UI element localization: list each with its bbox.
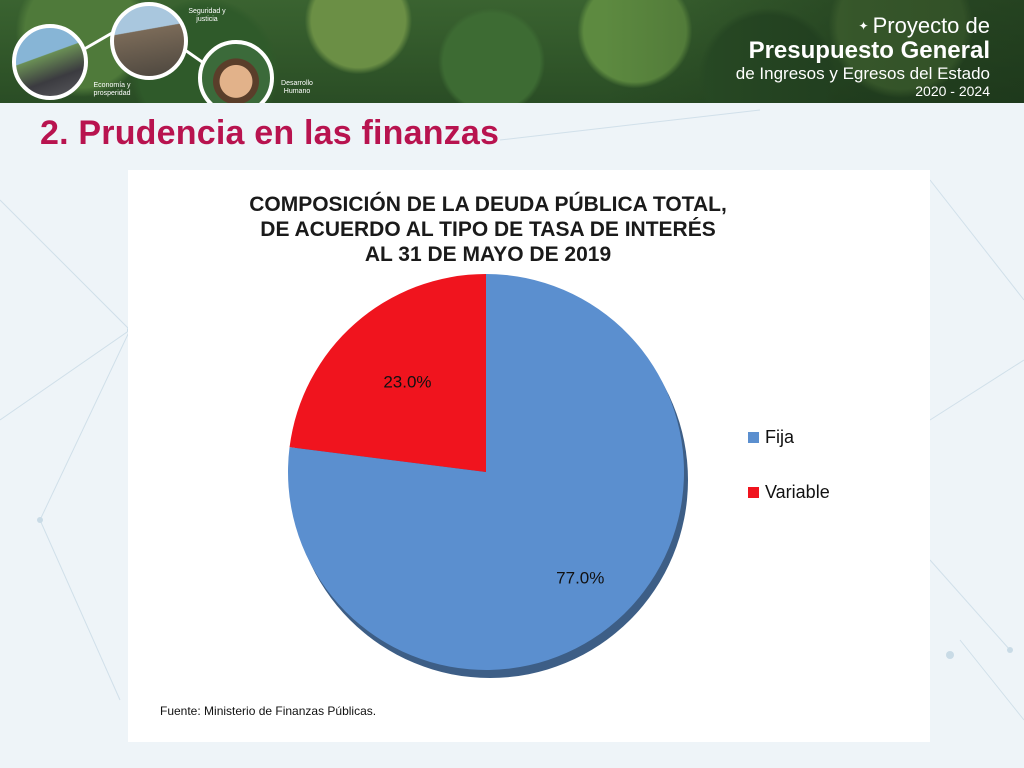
pie-label-variable: 23.0% xyxy=(383,372,431,391)
slide-title: 2. Prudencia en las finanzas xyxy=(40,114,500,152)
pie-label-fija: 77.0% xyxy=(556,568,604,587)
pie-chart: 77.0% 23.0% xyxy=(287,274,688,678)
legend-label-variable: Variable xyxy=(765,481,830,502)
chart-legend: Fija Variable xyxy=(748,426,830,536)
header-banner: Economía y prosperidad Seguridad y justi… xyxy=(0,0,1024,103)
legend-swatch-variable xyxy=(748,486,759,498)
pie-slice-variable xyxy=(289,274,486,472)
security-photo-circle xyxy=(110,2,188,80)
chart-title: COMPOSICIÓN DE LA DEUDA PÚBLICA TOTAL, D… xyxy=(128,192,848,267)
chart-title-line: COMPOSICIÓN DE LA DEUDA PÚBLICA TOTAL, xyxy=(249,193,727,216)
legend-label-fija: Fija xyxy=(765,426,795,447)
economy-photo-circle xyxy=(12,24,88,100)
project-title-line1: Proyecto de xyxy=(872,13,990,38)
circle-caption-security: Seguridad y justicia xyxy=(188,8,226,23)
chart-card: COMPOSICIÓN DE LA DEUDA PÚBLICA TOTAL, D… xyxy=(128,170,930,742)
project-title-line3: de Ingresos y Egresos del Estado xyxy=(735,64,990,83)
legend-item-fija: Fija xyxy=(748,426,830,448)
banner-shade xyxy=(604,0,1024,103)
star-icon: ✦ xyxy=(858,19,869,33)
legend-swatch-fija xyxy=(748,431,759,443)
project-title: ✦ Proyecto de Presupuesto General de Ingr… xyxy=(735,13,990,100)
project-title-line4: 2020 - 2024 xyxy=(915,83,990,99)
project-title-line2: Presupuesto General xyxy=(748,37,990,64)
circle-caption-human: Desarrollo Humano xyxy=(281,80,313,95)
circle-caption-economy: Economía y prosperidad xyxy=(93,82,131,97)
human-development-photo-circle xyxy=(198,40,274,103)
legend-item-variable: Variable xyxy=(748,481,830,503)
chart-source: Fuente: Ministerio de Finanzas Públicas. xyxy=(160,704,377,718)
chart-title-line: AL 31 DE MAYO DE 2019 xyxy=(364,243,612,266)
chart-title-line: DE ACUERDO AL TIPO DE TASA DE INTERÉS xyxy=(260,218,716,241)
